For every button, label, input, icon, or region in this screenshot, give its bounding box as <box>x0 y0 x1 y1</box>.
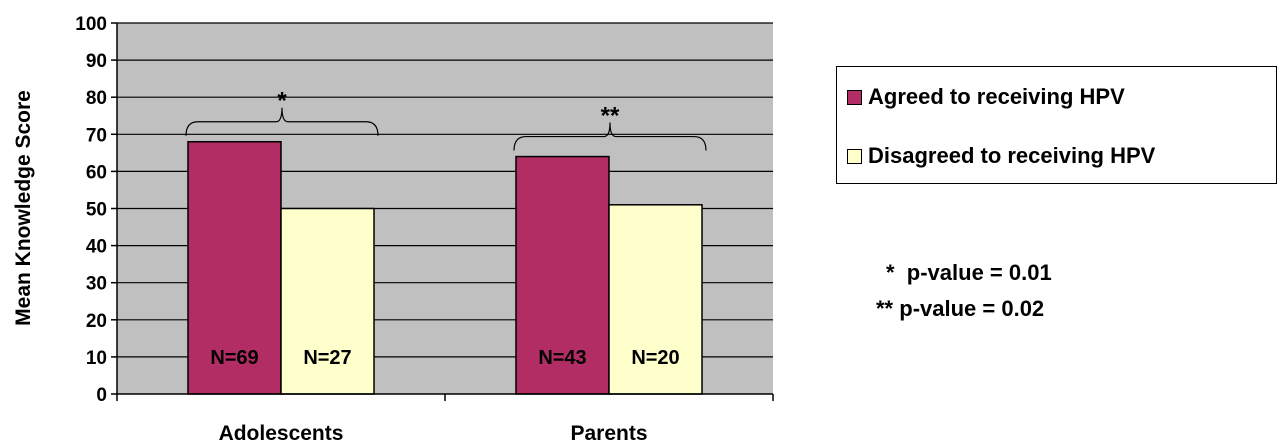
y-tick-label: 100 <box>75 14 107 35</box>
x-tick-label: Parents <box>570 422 647 442</box>
bar-count-label: N=43 <box>538 347 586 369</box>
bars: N=69 N=27 N=43 N=20 <box>187 140 703 395</box>
bar <box>608 204 703 395</box>
legend: Agreed to receiving HPV Disagreed to rec… <box>836 66 1277 184</box>
bar <box>280 207 375 395</box>
significance-bracket <box>513 122 707 151</box>
y-tick-label: 60 <box>86 162 107 183</box>
legend-label-disagreed: Disagreed to receiving HPV <box>868 143 1156 168</box>
significance-brackets: *** <box>185 88 707 151</box>
legend-swatch-agreed <box>847 89 862 105</box>
p-value-text-2: p-value = 0.02 <box>899 296 1045 321</box>
y-tick-label: 80 <box>86 88 107 109</box>
bar <box>187 140 282 395</box>
bar <box>515 155 610 395</box>
bar-count-label: N=20 <box>631 347 679 369</box>
bar-count-label: N=69 <box>210 347 258 369</box>
x-tick-labels: Adolescents Parents <box>116 394 774 442</box>
significance-marker: ** <box>601 103 620 130</box>
p-value-text-1: p-value = 0.01 <box>906 260 1052 285</box>
y-tick-label: 50 <box>86 200 107 221</box>
significance-marker: * <box>277 88 287 115</box>
y-tick-label: 20 <box>86 311 107 332</box>
y-tick-label: 90 <box>86 51 107 72</box>
p-value-note-1: * p-value = 0.01 <box>886 260 1052 286</box>
legend-item-disagreed: Disagreed to receiving HPV <box>847 143 1155 169</box>
y-tick-label: 40 <box>86 237 107 258</box>
p-value-marker-2: ** <box>876 296 894 321</box>
y-axis-label: Mean Knowledge Score <box>12 90 35 326</box>
bar-count-label: N=27 <box>303 347 351 369</box>
y-tick-label: 10 <box>86 348 107 369</box>
y-tick-label: 70 <box>86 125 107 146</box>
p-value-marker-1: * <box>886 260 895 285</box>
legend-label-agreed: Agreed to receiving HPV <box>868 84 1125 109</box>
p-value-note-2: ** p-value = 0.02 <box>876 296 1044 322</box>
y-tick-label: 30 <box>86 274 107 295</box>
legend-swatch-disagreed <box>847 148 862 164</box>
significance-bracket <box>185 107 379 136</box>
x-tick-label: Adolescents <box>219 422 344 442</box>
legend-item-agreed: Agreed to receiving HPV <box>847 84 1125 110</box>
y-tick-label: 0 <box>96 385 107 406</box>
y-ticks: 0 10 20 30 40 50 60 70 80 90 100 <box>75 14 117 406</box>
